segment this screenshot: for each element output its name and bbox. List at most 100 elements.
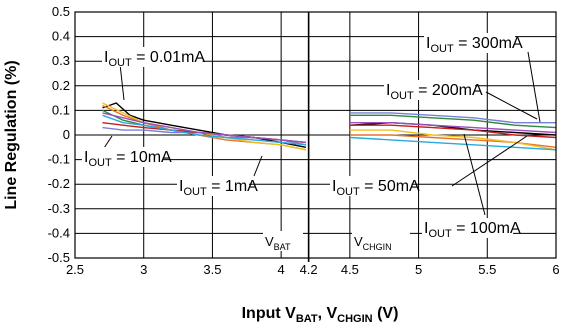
annotation-7-text: IOUT = 100mA [424,220,521,240]
annotation-6-post: = 50mA [360,178,420,195]
annotation-4: IOUT = 300mA [424,33,523,55]
annotation-5: IOUT = 200mA [384,80,483,102]
x-tick-label: 5 [415,262,422,277]
annotation-2-post: = 10mA [112,149,172,166]
annotation-leader-4 [527,51,541,123]
region-label-vbat: VBAT [263,231,303,252]
series-line-2-vchgin [349,112,556,124]
annotation-1-post: = 0.01mA [132,49,206,66]
annotation-2-text: IOUT = 10mA [84,149,172,169]
x-tick-label: 2.5 [66,262,84,277]
annotation-leader-5 [485,91,538,120]
annotation-3: IOUT = 1mA [177,176,258,198]
annotation-6-text: IOUT = 50mA [332,178,420,198]
x-tick-label: 4.5 [341,262,359,277]
y-tick-label: 0.3 [52,53,70,68]
y-tick-label: -0.5 [48,250,70,265]
x-tick-label: 4.2 [300,262,318,277]
region-label-vchgin-sub: CHGIN [363,242,392,252]
series-line-1-vbat [102,102,307,148]
region-label-vbat-pre: V [265,234,274,249]
annotation-6: IOUT = 50mA [330,176,420,198]
x-tick-label: 4 [278,262,285,277]
series-line-5-vchgin [349,129,557,151]
annotation-7-post: = 100mA [452,220,521,237]
annotation-4-pre: I [426,35,430,52]
x-axis-title-sub1: BAT [296,313,318,325]
series-line-8-vchgin [349,122,557,134]
annotation-7: IOUT = 100mA [422,218,521,240]
annotation-4-bg [424,33,515,53]
y-tick-label: -0.2 [48,176,70,191]
annotation-leader-1 [119,63,125,101]
annotation-5-post: = 200mA [414,82,483,99]
region-labels: VBAT VCHGIN [263,231,410,252]
series-group [102,102,557,151]
x-tick-label: 3 [140,262,147,277]
annotation-3-post: = 1mA [207,178,258,195]
x-tick-label: 6 [552,262,559,277]
series-line-3-vbat [102,104,307,151]
region-label-vchgin: VCHGIN [352,231,410,252]
tick-labels: -0.5 -0.4 -0.3 -0.2 -0.1 0 0.1 0.2 0.3 0.4 0.5 2.5 3… [48,4,560,277]
annotation-1-text: IOUT = 0.01mA [104,49,205,69]
region-label-vchgin-pre: V [354,234,363,249]
annotation-5-sub: OUT [390,90,414,102]
x-tick-label: 5.5 [478,262,496,277]
annotation-7-bg [422,218,513,238]
y-tick-label: -0.1 [48,152,70,167]
y-axis-title: Line Regulation (%) [3,60,20,209]
y-tick-label: 0.2 [52,78,70,93]
annotation-2-pre: I [84,149,88,166]
y-tick-label: -0.3 [48,201,70,216]
region-label-vchgin-text: VCHGIN [354,234,392,252]
series-line-4-vchgin [349,114,557,129]
annotation-3-sub: OUT [183,186,207,198]
annotation-2-sub: OUT [88,157,112,169]
annotation-6-sub: OUT [336,186,360,198]
plot-frame [74,11,557,262]
annotation-2: IOUT = 10mA [82,147,172,169]
annotation-leader-2 [103,135,113,149]
annotation-1-bg [102,47,203,67]
annotation-5-bg [384,80,475,100]
x-axis-title-mid: , V [318,305,338,322]
series-line-6-vchgin [349,124,557,139]
annotation-6-bg [330,176,412,196]
y-tick-label: -0.4 [48,225,70,240]
x-axis-title: Input VBAT, VCHGIN (V) [242,305,399,325]
annotation-1-sub: OUT [108,57,132,69]
annotation-5-text: IOUT = 200mA [386,82,483,102]
annotation-7-sub: OUT [428,228,452,240]
region-label-vchgin-bg [352,231,410,251]
plot-border [74,11,557,259]
region-label-vbat-sub: BAT [274,242,291,252]
x-axis-title-main: Input V [242,305,297,322]
annotation-3-text: IOUT = 1mA [179,178,258,198]
annotation-1-pre: I [104,49,108,66]
annotation-3-bg [177,176,249,196]
annotation-7-pre: I [424,220,428,237]
annotation-3-pre: I [179,178,183,195]
annotation-leader-6 [451,135,528,187]
x-axis-title-unit: (V) [373,305,399,322]
annotation-6-pre: I [332,178,336,195]
region-label-vbat-text: VBAT [265,234,291,252]
y-tick-label: 0 [63,127,70,142]
x-axis-title-sub2: CHGIN [337,313,373,325]
y-tick-label: 0.4 [52,29,70,44]
annotation-4-post: = 300mA [454,35,523,52]
annotation-2-bg [82,147,164,167]
annotation-leader-7 [463,133,486,216]
x-tick-label: 3.5 [203,262,221,277]
annotation-1: IOUT = 0.01mA [102,47,205,69]
region-label-vbat-bg [263,231,303,251]
annotation-leader-3 [253,155,263,177]
annotation-4-text: IOUT = 300mA [426,35,523,55]
series-line-7-vchgin [349,136,557,151]
series-line-8-vbat [102,112,306,144]
y-tick-label: 0.1 [52,102,70,117]
y-tick-label: 0.5 [52,4,70,19]
